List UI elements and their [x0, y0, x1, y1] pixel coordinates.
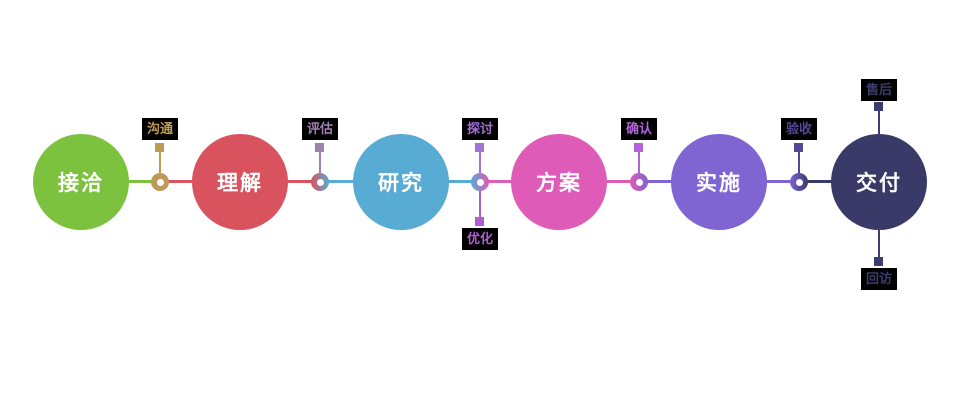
stage-2-label: 理解	[217, 172, 263, 195]
stage-6-circle: 交付	[831, 134, 927, 230]
ring-hole	[635, 178, 643, 186]
connector-5-square	[794, 143, 803, 152]
delivery-above-tag: 售后	[861, 79, 897, 101]
ring-hole	[476, 178, 484, 186]
connector-2-ring-icon	[311, 173, 329, 191]
connector-3-square	[475, 143, 484, 152]
stage-5-circle: 实施	[671, 134, 767, 230]
stage-4-circle: 方案	[511, 134, 607, 230]
stage-1-label: 接洽	[58, 172, 104, 195]
connector-4-tag: 确认	[621, 118, 657, 140]
connector-1-square	[155, 143, 164, 152]
connector-1-stem	[159, 152, 161, 173]
connector-3-below-stem	[479, 191, 481, 217]
delivery-below-stem	[878, 230, 880, 257]
stage-1-circle: 接洽	[33, 134, 129, 230]
connector-2-tag: 评估	[302, 118, 338, 140]
connector-5-tag: 验收	[781, 118, 817, 140]
connector-5-stem	[798, 152, 800, 173]
connector-4-stem	[638, 152, 640, 173]
connector-2-square	[315, 143, 324, 152]
delivery-above-square	[874, 102, 883, 111]
connector-4-ring-icon	[630, 173, 648, 191]
stage-5-label: 实施	[696, 172, 742, 195]
delivery-above-stem	[878, 111, 880, 134]
ring-hole	[795, 178, 803, 186]
stage-6-label: 交付	[856, 172, 902, 195]
stage-3-label: 研究	[378, 172, 424, 195]
connector-2-stem	[319, 152, 321, 173]
stage-3-circle: 研究	[353, 134, 449, 230]
connector-3-stem	[479, 152, 481, 173]
connector-3-below-tag: 优化	[462, 228, 498, 250]
connector-3-ring-icon	[471, 173, 489, 191]
connector-1-ring-icon	[151, 173, 169, 191]
delivery-below-tag: 回访	[861, 268, 897, 290]
stage-2-circle: 理解	[192, 134, 288, 230]
connector-1-tag: 沟通	[142, 118, 178, 140]
stage-4-label: 方案	[536, 172, 582, 195]
ring-hole	[156, 178, 164, 186]
delivery-below-square	[874, 257, 883, 266]
ring-hole	[316, 178, 324, 186]
connector-5-ring-icon	[790, 173, 808, 191]
connector-3-tag: 探讨	[462, 118, 498, 140]
connector-3-below-square	[475, 217, 484, 226]
connector-4-square	[634, 143, 643, 152]
